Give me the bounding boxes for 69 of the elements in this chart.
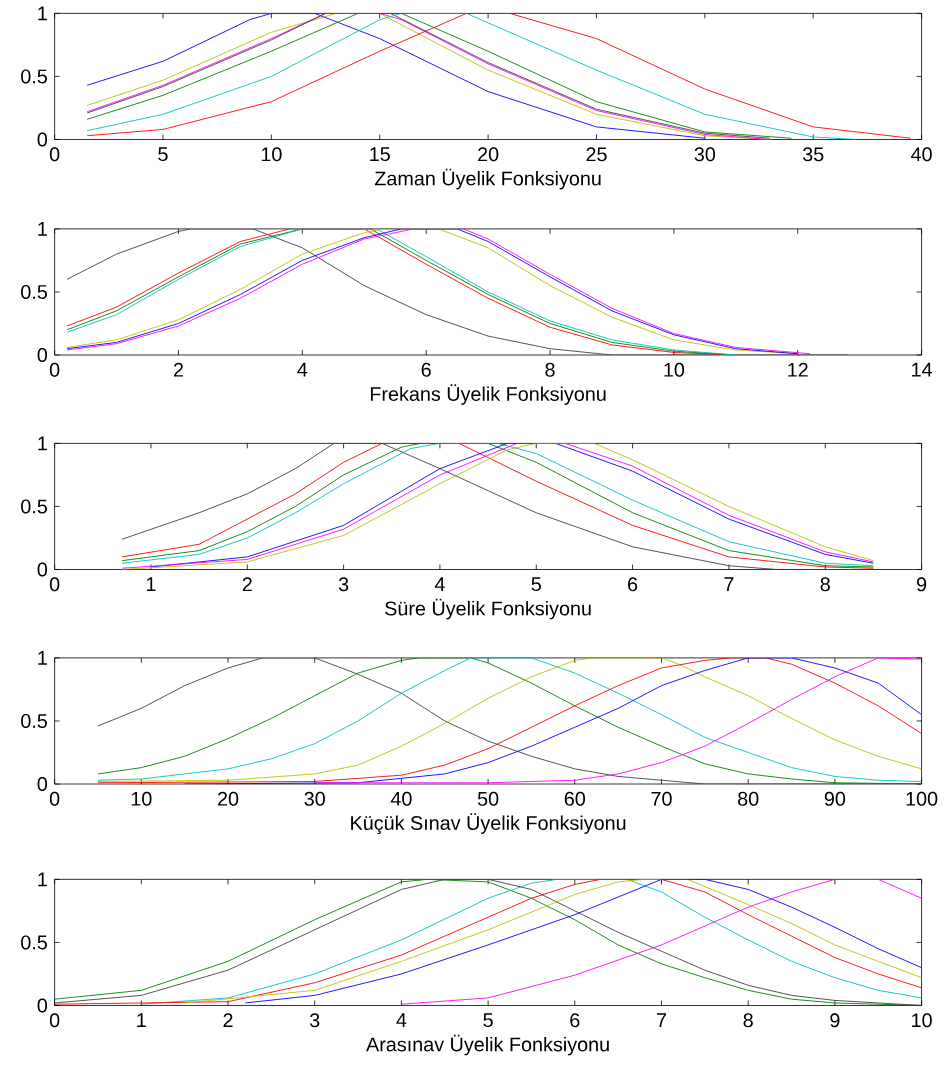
x-tick-label: 5: [158, 147, 168, 162]
y-tick-label: 0.5: [20, 935, 47, 950]
x-tick-label: 100: [906, 791, 938, 806]
x-tick-label: 3: [309, 1013, 320, 1028]
x-tick-label: 7: [724, 577, 734, 591]
x-tick-label: 5: [483, 1013, 493, 1028]
x-tick-label: 3: [338, 577, 349, 592]
x-tick-label: 6: [570, 1013, 580, 1028]
x-tick-label: 30: [694, 147, 715, 162]
x-tick-label: 35: [802, 147, 824, 162]
x-tick-label: 8: [743, 1013, 753, 1028]
x-tick-label: 4: [434, 577, 445, 591]
y-tick-label: 1: [38, 6, 47, 21]
x-tick-label: 8: [545, 362, 555, 377]
x-tick-label: 4: [396, 1013, 407, 1027]
x-tick-label: 2: [242, 577, 252, 592]
x-tick-label: 80: [737, 791, 759, 806]
y-tick-label: 0.5: [20, 713, 47, 728]
x-tick-label: 8: [820, 577, 830, 592]
y-tick-label: 0: [37, 562, 47, 577]
x-tick-label: 90: [824, 791, 845, 806]
y-tick-label: 1: [38, 651, 47, 665]
x-axis-title: Frekans Üyelik Fonksiyonu: [370, 384, 606, 405]
x-tick-label: 60: [564, 791, 585, 806]
y-tick-label: 1: [38, 872, 47, 887]
x-tick-label: 14: [911, 362, 932, 377]
x-tick-label: 5: [531, 577, 541, 592]
x-tick-label: 70: [651, 791, 672, 806]
x-tick-label: 10: [261, 147, 282, 162]
x-axis-title: Zaman Üyelik Fonksiyonu: [374, 168, 601, 190]
y-tick-label: 0: [37, 348, 47, 362]
x-tick-label: 0: [49, 1013, 60, 1028]
x-tick-label: 20: [477, 147, 499, 162]
y-tick-label: 1: [38, 222, 47, 236]
x-axis-title: Küçük Sınav Üyelik Fonksiyonu: [350, 813, 626, 834]
x-tick-label: 9: [830, 1013, 840, 1028]
y-tick-label: 0.5: [20, 284, 47, 299]
x-tick-label: 30: [304, 791, 325, 806]
x-tick-label: 12: [788, 362, 808, 377]
x-tick-label: 0: [49, 791, 60, 806]
x-tick-label: 0: [49, 577, 60, 592]
x-tick-label: 10: [131, 791, 152, 806]
x-tick-label: 1: [137, 1013, 146, 1027]
x-tick-label: 0: [49, 147, 60, 162]
x-axis-title: Arasınav Üyelik Fonksiyonu: [365, 1034, 609, 1056]
x-tick-label: 20: [217, 791, 239, 806]
x-tick-label: 1: [146, 577, 156, 591]
x-tick-label: 15: [370, 147, 390, 162]
x-tick-label: 10: [911, 1013, 932, 1028]
x-tick-label: 2: [223, 1013, 233, 1028]
x-tick-label: 10: [664, 362, 684, 377]
x-tick-label: 7: [656, 1013, 666, 1027]
x-tick-label: 25: [586, 147, 607, 162]
y-tick-label: 0.5: [20, 499, 47, 514]
x-tick-label: 6: [627, 577, 638, 592]
x-tick-label: 4: [297, 362, 308, 377]
x-tick-label: 40: [910, 147, 932, 162]
y-tick-label: 0.5: [20, 69, 47, 84]
y-tick-label: 1: [38, 436, 47, 451]
x-axis-title: Süre Üyelik Fonksiyonu: [384, 598, 591, 620]
y-tick-label: 0: [37, 777, 47, 792]
x-tick-label: 0: [49, 362, 60, 377]
y-tick-label: 0: [37, 998, 47, 1013]
x-tick-label: 50: [477, 791, 499, 806]
y-tick-label: 0: [37, 132, 47, 147]
x-tick-label: 40: [390, 791, 412, 806]
x-tick-label: 6: [421, 362, 431, 377]
x-tick-label: 9: [916, 577, 926, 592]
x-tick-label: 2: [173, 362, 183, 377]
